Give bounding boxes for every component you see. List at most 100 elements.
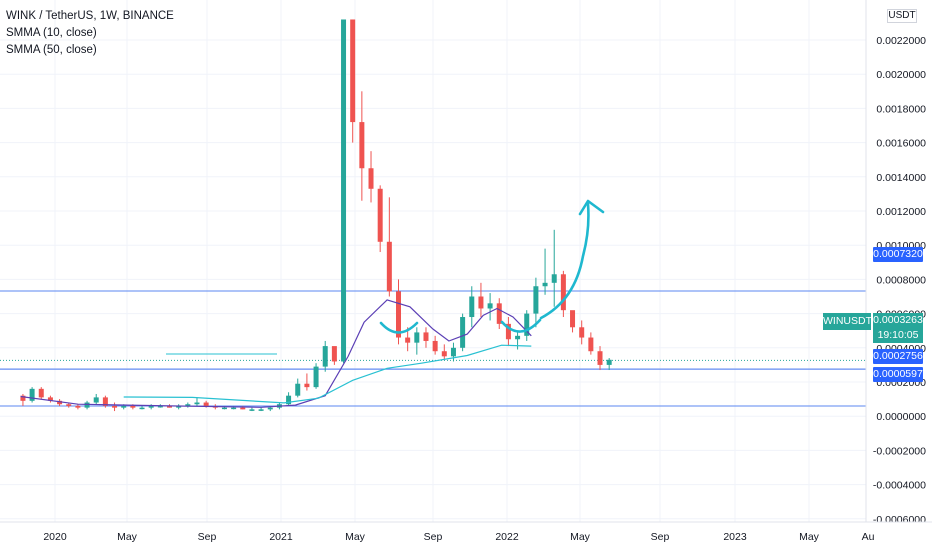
candle-body — [396, 291, 401, 338]
candle-body — [331, 346, 337, 362]
candle-body — [350, 19, 356, 123]
candle-body — [505, 323, 511, 340]
x-tick-label: 2023 — [723, 531, 747, 543]
candle-series — [20, 19, 612, 412]
candle-body — [588, 337, 594, 352]
candle-body — [112, 405, 118, 408]
candle-body — [130, 405, 136, 408]
x-tick-label: May — [799, 531, 820, 543]
price-axis: 0.0022000 0.0020000 0.0018000 0.0016000 0.00… — [865, 0, 932, 550]
candle-body — [551, 274, 557, 283]
y-tick-label: 0.0020000 — [876, 69, 926, 81]
candle-body — [148, 405, 154, 408]
y-tick-label: -0.0004000 — [873, 480, 926, 492]
candle-body — [579, 327, 585, 338]
candle-body — [57, 400, 63, 405]
candle-body — [450, 347, 456, 357]
candle-body — [597, 351, 603, 365]
candle-body — [75, 405, 81, 408]
candle-body — [515, 335, 521, 340]
candle-body — [359, 122, 365, 169]
x-tick-label: May — [117, 531, 138, 543]
candle-body — [267, 407, 273, 410]
candle-body — [313, 366, 319, 388]
x-tick-label: 2021 — [269, 531, 293, 543]
candle-body — [203, 402, 209, 406]
candle-body — [322, 346, 328, 367]
candle-body — [304, 383, 310, 388]
symbol-tag: WINUSDT — [823, 313, 872, 330]
candle-body — [47, 397, 53, 401]
candle-body — [478, 296, 484, 309]
smma-10-line — [20, 299, 532, 408]
y-tick-label: 0.0008000 — [876, 274, 926, 286]
candle-body — [469, 296, 475, 318]
candle-body — [496, 303, 502, 324]
candle-body — [386, 241, 392, 292]
y-tick-label: 0.0018000 — [876, 103, 926, 115]
grid — [0, 0, 869, 522]
candle-body — [377, 188, 383, 242]
candle-body — [121, 405, 127, 408]
symbol-title: WINK / TetherUS, 1W, BINANCE — [6, 10, 174, 22]
smma-50-line — [123, 344, 532, 404]
x-tick-label: Sep — [424, 531, 443, 543]
y-tick-label: 0.0016000 — [876, 138, 926, 150]
right-shoulder-arc — [500, 318, 542, 333]
candle-body — [167, 405, 172, 408]
candle-body — [368, 168, 374, 189]
x-tick-label: 2020 — [43, 531, 67, 543]
candle-body — [533, 286, 539, 314]
x-tick-label: Sep — [198, 531, 217, 543]
candle-body — [286, 395, 292, 405]
last-price: 0.0003263 — [873, 314, 923, 326]
x-tick-label: Sep — [651, 531, 670, 543]
smma-10-label: SMMA (10, close) — [6, 27, 97, 39]
level-lower-label: 0.0000597 — [873, 367, 923, 382]
bar-countdown: 19:10:05 — [877, 329, 919, 341]
candle-body — [157, 405, 163, 408]
currency-label[interactable]: USDT — [887, 9, 917, 23]
x-tick-label: May — [345, 531, 366, 543]
x-tick-label: May — [570, 531, 591, 543]
candle-body — [66, 404, 72, 406]
time-axis-bg — [0, 522, 932, 550]
candle-body — [176, 405, 182, 408]
horizontal-lines — [0, 290, 866, 407]
arrow-head — [578, 199, 605, 216]
left-shoulder-arc — [379, 321, 419, 334]
x-tick-label: Au — [862, 531, 875, 543]
candle-body — [20, 395, 26, 401]
breakout-curve — [539, 202, 590, 320]
candle-body — [29, 388, 35, 401]
smma-50-label: SMMA (50, close) — [6, 44, 97, 56]
candle-body — [185, 404, 191, 406]
candle-body — [460, 317, 466, 348]
y-tick-label: 0.0012000 — [876, 206, 926, 218]
candle-body — [139, 407, 145, 410]
candle-body — [221, 407, 227, 410]
candle-body — [102, 397, 108, 406]
candle-body — [93, 397, 99, 403]
user-drawings — [166, 199, 605, 355]
candle-body — [487, 303, 493, 309]
candle-body — [606, 359, 612, 365]
y-tick-label: -0.0002000 — [873, 445, 926, 457]
candle-body — [423, 332, 429, 341]
chart-legend: WINK / TetherUS, 1W, BINANCE SMMA (10, c… — [6, 8, 174, 59]
candle-body — [524, 313, 530, 336]
candle-body — [194, 402, 200, 405]
candle-body — [249, 409, 255, 411]
candle-body — [441, 351, 447, 357]
x-tick-label: 2022 — [495, 531, 519, 543]
candle-body — [542, 282, 548, 287]
candle-body — [240, 407, 246, 410]
time-axis: 2020 May Sep 2021 May Sep 2022 May Sep 2023 May Au — [0, 521, 932, 550]
candle-body — [560, 274, 566, 311]
candle-body — [84, 402, 90, 408]
y-tick-label: 0.0000000 — [876, 411, 926, 423]
y-tick-label: 0.0022000 — [876, 35, 926, 47]
candle-body — [570, 310, 576, 328]
candle-body — [295, 383, 301, 396]
